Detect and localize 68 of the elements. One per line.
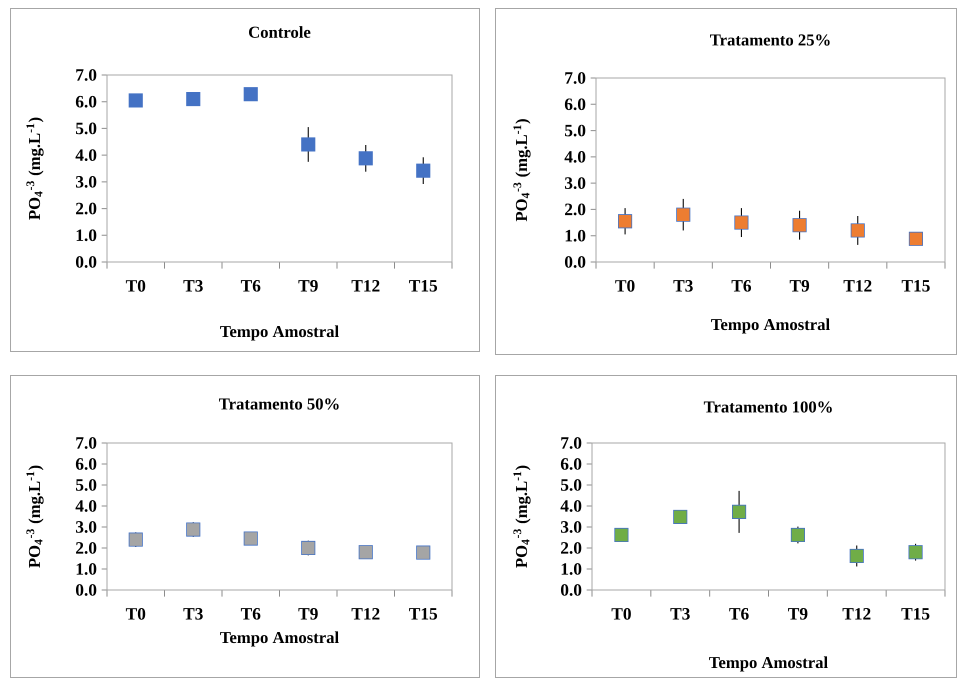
y-tick-label: 2.0 (565, 204, 586, 216)
y-tick-label: 3.0 (76, 521, 96, 533)
y-axis-title: PO$_{4}$$^{-3}$ (mg.L$^{-1}$) (513, 466, 531, 568)
y-tick-label: 1.0 (562, 563, 582, 575)
y-tick-label: 7.0 (76, 69, 96, 81)
x-tick-label: T15 (409, 280, 438, 292)
y-tick-label: 1.0 (566, 230, 586, 242)
y-tick-label: 7.0 (565, 72, 586, 84)
y-tick-label: 5.0 (76, 122, 96, 134)
x-tick-label: T15 (901, 608, 930, 620)
y-tick-label: 6.0 (560, 458, 582, 470)
y-tick-label: 0.0 (560, 584, 582, 596)
x-tick-label: T12 (842, 608, 870, 620)
y-tick-label: 7.0 (561, 437, 582, 449)
x-tick-label: T15 (409, 608, 438, 620)
x-tick-label: T6 (732, 280, 752, 292)
x-tick-label: T6 (240, 280, 260, 292)
y-tick-label: 6.0 (564, 98, 586, 110)
y-tick-label: 3.0 (564, 177, 586, 190)
x-tick-label: T9 (298, 608, 318, 620)
x-tick-label: T0 (126, 280, 146, 292)
x-tick-label: T6 (240, 608, 260, 620)
x-tick-label: T3 (183, 608, 203, 620)
x-tick-label: T3 (183, 280, 203, 292)
y-tick-label: 1.0 (76, 563, 96, 575)
y-axis-title: PO$_{4}$$^{-3}$ (mg.L$^{-1}$) (26, 466, 44, 568)
y-tick-label: 1.0 (76, 229, 96, 242)
x-tick-label: T12 (352, 280, 380, 292)
x-tick-label: T0 (612, 608, 631, 620)
x-axis-title: Tempo Amostral (711, 318, 830, 334)
y-tick-label: 5.0 (560, 479, 582, 491)
y-tick-label: 4.0 (76, 149, 96, 162)
y-tick-label: 3.0 (76, 176, 96, 188)
x-tick-label: T15 (902, 280, 930, 292)
y-tick-label: 6.0 (76, 96, 96, 108)
x-tick-label: T12 (352, 608, 380, 620)
x-tick-label: T6 (729, 608, 749, 620)
y-tick-label: 0.0 (76, 584, 96, 596)
chart-title: Tratamento 50% (219, 398, 339, 410)
y-tick-label: 4.0 (560, 500, 582, 512)
x-axis-title: Tempo Amostral (220, 325, 339, 341)
y-tick-label: 4.0 (76, 500, 96, 512)
y-axis-title: PO$_{4}$$^{-3}$ (mg.L$^{-1}$) (513, 119, 531, 222)
y-tick-label: 5.0 (76, 479, 96, 491)
y-tick-label: 2.0 (76, 542, 96, 554)
x-tick-label: T3 (673, 280, 693, 292)
chart-title: Tratamento 100% (704, 401, 832, 413)
y-tick-label: 0.0 (76, 256, 96, 268)
x-tick-label: T0 (615, 280, 635, 292)
x-tick-label: T9 (298, 280, 318, 292)
y-tick-label: 6.0 (76, 458, 96, 470)
y-tick-label: 2.0 (561, 542, 582, 554)
x-tick-label: T3 (670, 608, 690, 620)
x-axis-title: Tempo Amostral (220, 631, 339, 647)
x-tick-label: T9 (788, 608, 808, 620)
x-tick-label: T9 (790, 280, 810, 292)
y-tick-label: 0.0 (564, 256, 586, 268)
x-tick-label: T0 (126, 608, 146, 620)
y-tick-label: 4.0 (564, 150, 586, 163)
y-tick-label: 5.0 (564, 124, 586, 136)
chart-title: Tratamento 25% (710, 34, 830, 46)
y-tick-label: 3.0 (560, 521, 582, 533)
x-axis-title: Tempo Amostral (709, 656, 828, 672)
x-tick-label: T12 (844, 280, 872, 292)
y-tick-label: 2.0 (76, 202, 96, 214)
y-tick-label: 7.0 (76, 437, 96, 449)
chart-title: Controle (248, 26, 310, 38)
y-axis-title: PO$_{4}$$^{-3}$ (mg.L$^{-1}$) (26, 118, 44, 220)
